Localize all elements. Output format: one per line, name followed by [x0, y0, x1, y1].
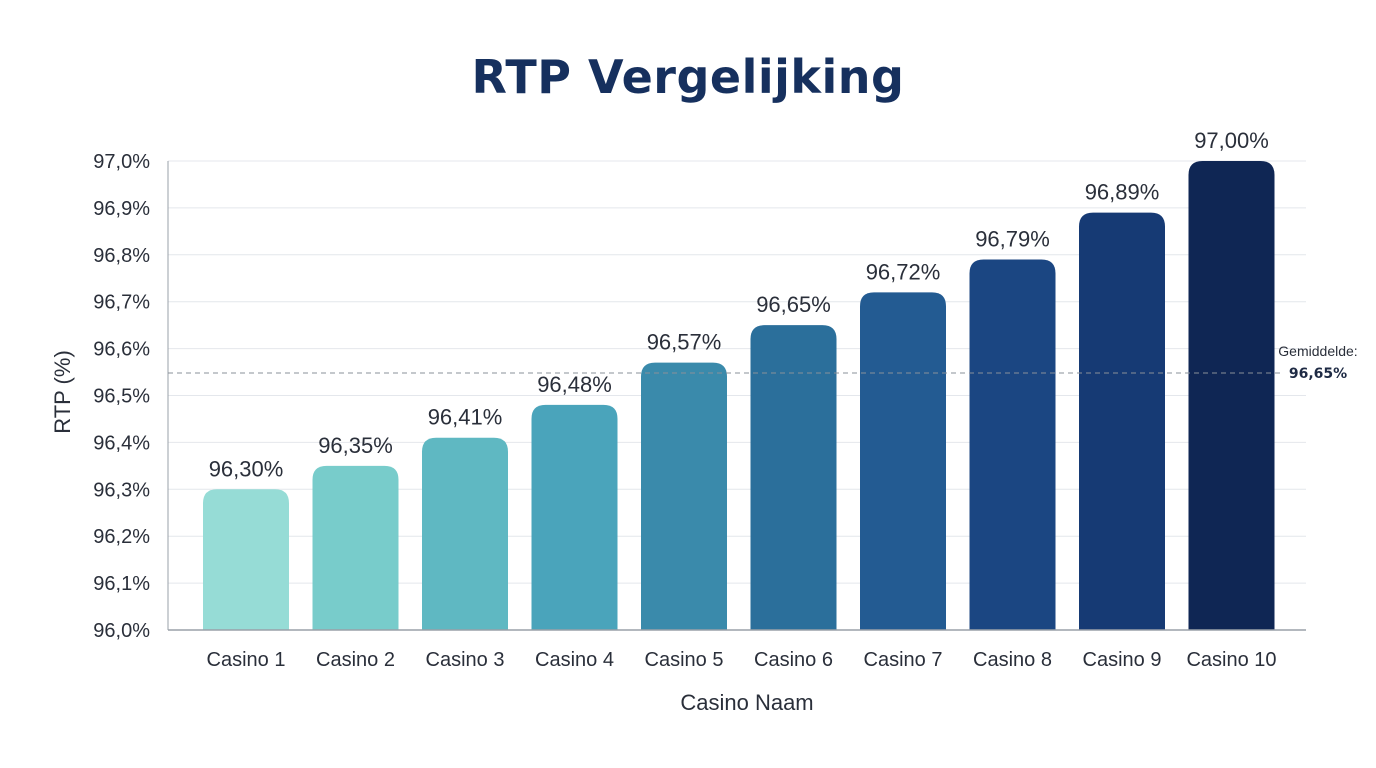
- bar-1: [203, 489, 289, 630]
- value-label: 96,41%: [428, 405, 503, 430]
- x-axis-ticks: Casino 1 Casino 2 Casino 3 Casino 4 Casino 5…: [207, 649, 1277, 671]
- bar-10: [1188, 161, 1275, 630]
- value-label: 96,35%: [318, 433, 393, 458]
- bar-9: [1079, 212, 1165, 630]
- x-tick-label: Casino 1: [207, 649, 286, 671]
- y-tick-label: 97,0%: [93, 151, 150, 173]
- y-tick-label: 96,3%: [93, 479, 150, 501]
- x-tick-label: Casino 2: [316, 649, 395, 671]
- y-tick-label: 96,8%: [93, 245, 150, 267]
- value-label: 96,79%: [975, 226, 1050, 251]
- bar-6: [750, 325, 837, 630]
- average-value: 96,65%: [1289, 366, 1347, 382]
- y-tick-label: 96,6%: [93, 339, 150, 361]
- bar-7: [860, 292, 946, 630]
- bar-2: [312, 465, 399, 630]
- x-tick-label: Casino 8: [973, 649, 1052, 671]
- x-tick-label: Casino 9: [1083, 649, 1162, 671]
- bar-3: [422, 437, 508, 630]
- y-tick-label: 96,1%: [93, 573, 150, 595]
- x-tick-label: Casino 10: [1186, 649, 1276, 671]
- y-axis-title: RTP (%): [50, 350, 75, 434]
- y-tick-label: 96,4%: [93, 432, 150, 454]
- y-tick-label: 96,5%: [93, 386, 150, 408]
- value-labels: 96,30% 96,35% 96,41% 96,48% 96,57% 96,65% 96,7…: [209, 128, 1269, 481]
- y-axis-ticks: 96,0% 96,1% 96,2% 96,3% 96,4% 96,5% 96,6% 96,7%…: [93, 151, 150, 642]
- y-tick-label: 96,9%: [93, 198, 150, 220]
- chart-title: RTP Vergelijking: [471, 50, 905, 104]
- x-tick-label: Casino 6: [754, 649, 833, 671]
- value-label: 96,89%: [1085, 180, 1160, 205]
- y-tick-label: 96,0%: [93, 620, 150, 642]
- value-label: 96,48%: [537, 372, 612, 397]
- value-label: 96,30%: [209, 456, 284, 481]
- x-tick-label: Casino 3: [426, 649, 505, 671]
- value-label: 96,57%: [647, 330, 722, 355]
- bar-5: [641, 362, 727, 630]
- average-label: Gemiddelde:: [1278, 343, 1357, 359]
- average-line-group: Gemiddelde: 96,65%: [168, 343, 1358, 382]
- value-label: 97,00%: [1194, 128, 1269, 153]
- value-label: 96,65%: [756, 292, 831, 317]
- x-tick-label: Casino 5: [645, 649, 724, 671]
- y-tick-label: 96,7%: [93, 292, 150, 314]
- x-axis-title: Casino Naam: [680, 690, 813, 715]
- y-tick-label: 96,2%: [93, 526, 150, 548]
- value-label: 96,72%: [866, 259, 941, 284]
- x-tick-label: Casino 7: [864, 649, 943, 671]
- bar-8: [969, 259, 1056, 630]
- bar-4: [531, 404, 618, 630]
- x-tick-label: Casino 4: [535, 649, 614, 671]
- bars: [203, 161, 1275, 630]
